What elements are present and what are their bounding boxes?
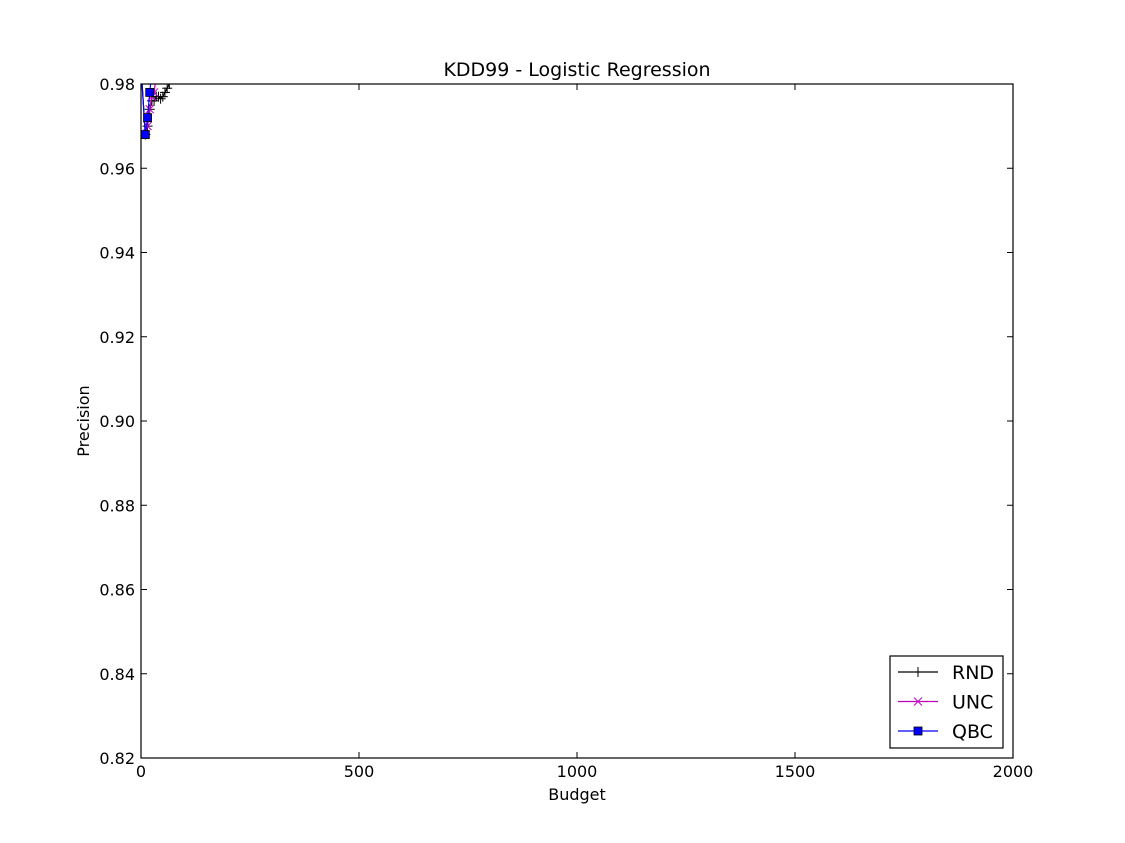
legend-marker-qbc xyxy=(913,726,923,736)
series-point-qbc xyxy=(148,67,156,75)
series-point-rnd xyxy=(159,87,170,98)
series-point-rnd xyxy=(155,93,166,104)
y-tick-label: 0.82 xyxy=(99,749,135,768)
legend-label-qbc: QBC xyxy=(952,721,993,743)
legend-label-rnd: RND xyxy=(952,662,994,684)
x-tick-label: 0 xyxy=(136,762,146,781)
series-point-unc xyxy=(152,72,160,80)
x-axis-label: Budget xyxy=(548,785,606,804)
series-point-qbc xyxy=(137,63,145,71)
plot-background xyxy=(141,84,1013,758)
y-tick-label: 0.86 xyxy=(99,581,135,600)
y-tick-label: 0.90 xyxy=(99,412,135,431)
x-tick-label: 2000 xyxy=(993,762,1034,781)
x-tick-label: 1500 xyxy=(775,762,816,781)
legend: RND UNC QBC xyxy=(889,655,1004,749)
x-tick-label: 500 xyxy=(344,762,375,781)
series-point-rnd xyxy=(136,62,146,72)
series-line-unc xyxy=(144,84,156,135)
series-point-qbc xyxy=(145,88,155,97)
y-tick-label: 0.84 xyxy=(99,665,135,684)
x-tick-label: 1000 xyxy=(557,762,598,781)
series-point-rnd xyxy=(162,84,173,94)
legend-marker-rnd xyxy=(913,667,923,677)
y-tick-label: 0.88 xyxy=(99,496,135,515)
chart-title: KDD99 - Logistic Regression xyxy=(443,59,710,81)
series-point-qbc xyxy=(143,113,152,123)
series-point-unc xyxy=(145,104,155,114)
legend-label-unc: UNC xyxy=(952,692,993,714)
y-tick-label: 0.94 xyxy=(99,244,135,263)
y-tick-label: 0.92 xyxy=(99,328,135,347)
legend-marker-unc xyxy=(913,697,923,706)
series-point-rnd xyxy=(164,84,175,89)
y-tick-label: 0.96 xyxy=(99,159,135,178)
y-tick-label: 0.98 xyxy=(99,75,135,94)
series-point-rnd xyxy=(157,91,168,102)
series-point-qbc xyxy=(141,130,150,139)
y-axis-label: Precision xyxy=(74,385,93,456)
